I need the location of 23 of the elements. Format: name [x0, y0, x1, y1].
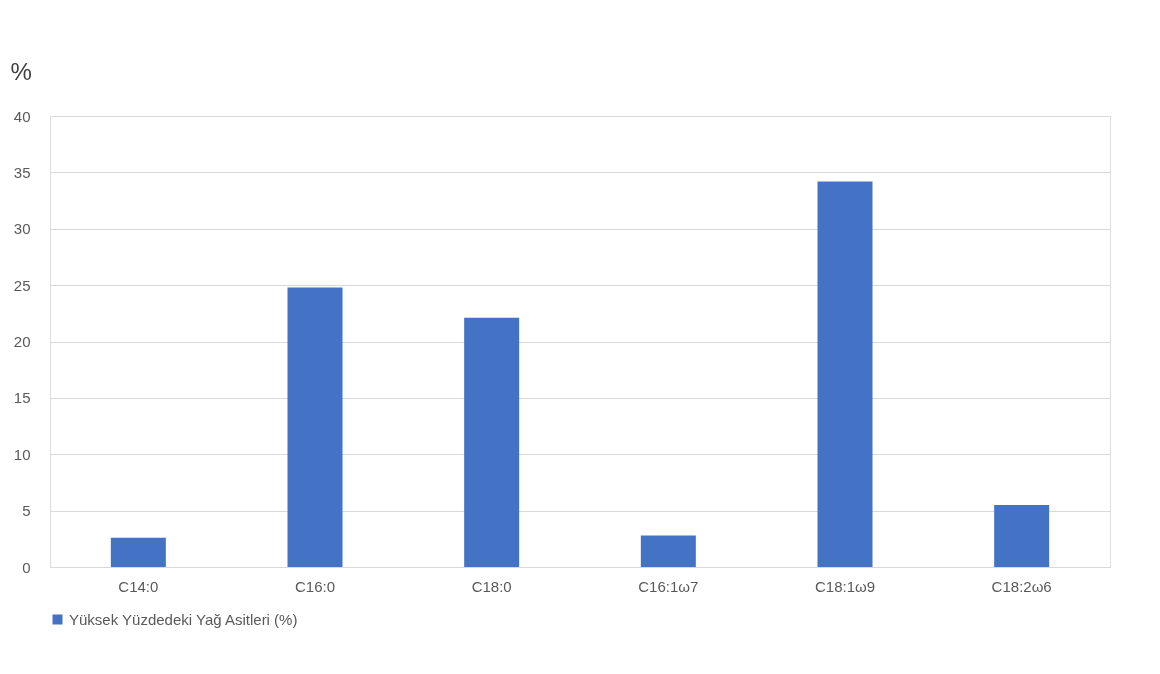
bar [640, 535, 696, 567]
y-tick-label: 15 [13, 389, 31, 407]
x-tick-label: C18:2ω6 [991, 577, 1052, 595]
x-tick-label: C16:0 [294, 577, 336, 595]
y-tick-label: 30 [13, 220, 31, 238]
y-tick-label: 25 [13, 276, 31, 294]
y-axis-title: % [10, 57, 32, 85]
bar [287, 287, 343, 567]
x-tick-label: C14:0 [118, 577, 159, 595]
y-tick-label: 5 [22, 502, 31, 520]
legend-label: Yüksek Yüzdedeki Yağ Asitleri (%) [69, 610, 298, 628]
bar [994, 504, 1050, 567]
y-tick-label: 10 [13, 445, 31, 463]
bar [110, 537, 166, 567]
y-tick-label: 0 [22, 558, 31, 576]
x-tick-label: C18:1ω9 [814, 577, 876, 595]
x-tick-label: C18:0 [471, 577, 512, 595]
bar [464, 317, 520, 567]
y-tick-label: 40 [13, 107, 31, 125]
x-tick-label: C16:1ω7 [638, 577, 699, 595]
bar [817, 181, 873, 567]
y-tick-label: 20 [13, 333, 31, 350]
y-tick-label: 35 [13, 163, 31, 181]
